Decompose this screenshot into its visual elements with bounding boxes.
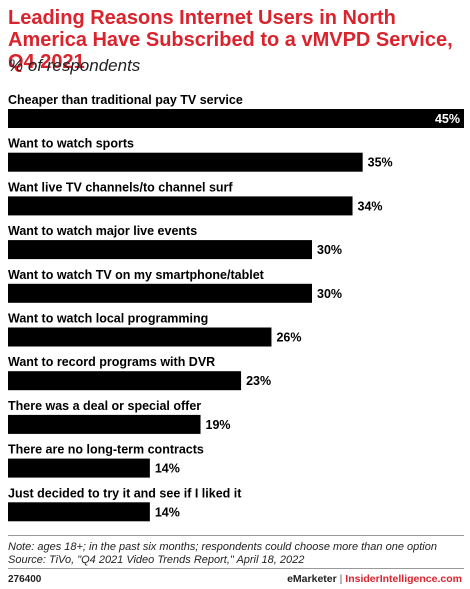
chart-subtitle: % of respondents	[8, 56, 141, 75]
bar	[8, 414, 201, 434]
category-label: There was a deal or special offer	[8, 399, 201, 413]
data-label: 14%	[155, 505, 180, 519]
category-label: Want live TV channels/to channel surf	[8, 180, 233, 194]
bar	[8, 283, 312, 303]
category-label: Want to watch major live events	[8, 224, 197, 238]
data-label: 34%	[358, 199, 383, 213]
category-label: Cheaper than traditional pay TV service	[8, 93, 243, 107]
source-text: Source: TiVo, "Q4 2021 Video Trends Repo…	[8, 553, 305, 566]
bar	[8, 152, 363, 172]
data-label: 14%	[155, 462, 180, 476]
category-label: Just decided to try it and see if I like…	[8, 486, 242, 500]
footer-divider-bottom	[8, 568, 464, 569]
data-label: 26%	[276, 331, 301, 345]
bar	[8, 109, 464, 128]
bar	[8, 327, 272, 347]
data-label: 30%	[317, 287, 342, 301]
bar	[8, 240, 312, 260]
category-label: There are no long-term contracts	[8, 443, 204, 457]
category-label: Want to watch sports	[8, 137, 134, 151]
note-text: Note: ages 18+; in the past six months; …	[8, 541, 437, 553]
bar	[8, 458, 150, 478]
category-label: Want to watch TV on my smartphone/tablet	[8, 268, 265, 282]
chart-title: Leading Reasons Internet Users in North …	[8, 7, 453, 73]
insiderintelligence-link[interactable]: InsiderIntelligence.com	[345, 573, 462, 585]
bar	[8, 371, 242, 391]
bar	[8, 502, 150, 522]
data-label: 23%	[246, 374, 271, 388]
emarketer-logo: eMarketer	[287, 573, 337, 585]
category-label: Want to watch local programming	[8, 312, 208, 326]
chart-id: 276400	[8, 574, 42, 585]
data-label: 45%	[435, 112, 460, 126]
data-label: 19%	[206, 418, 231, 432]
brand-separator: |	[339, 573, 343, 585]
category-label: Want to record programs with DVR	[8, 355, 215, 369]
data-label: 35%	[368, 156, 393, 170]
footer-brand: eMarketer | InsiderIntelligence.com	[287, 573, 462, 585]
data-label: 30%	[317, 243, 342, 257]
footer-divider	[8, 535, 464, 536]
bar	[8, 196, 353, 216]
chart-notes: Note: ages 18+; in the past six months; …	[8, 541, 464, 566]
